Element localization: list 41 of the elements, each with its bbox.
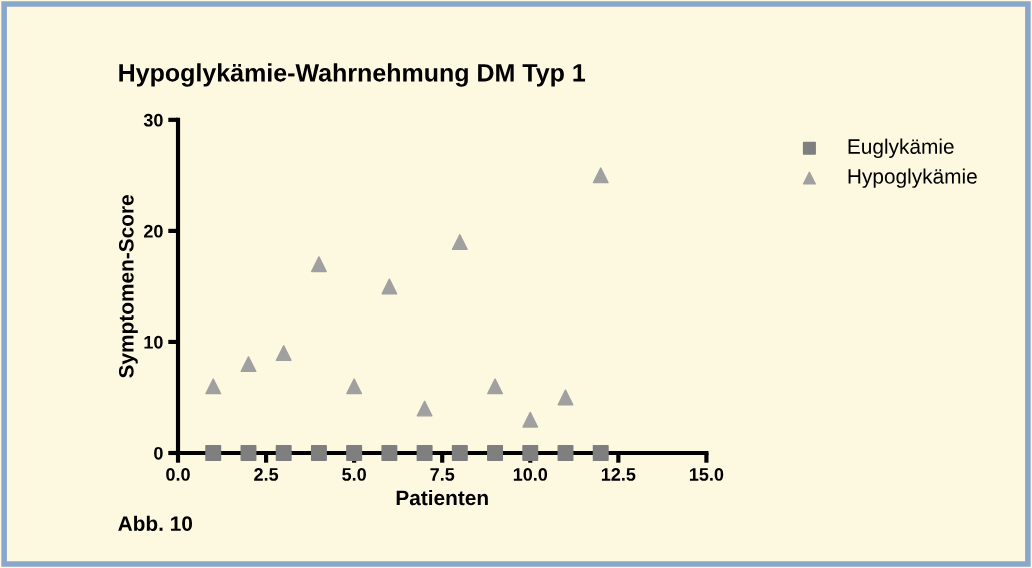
point (416, 400, 433, 417)
x-tick-label: 12.5 (601, 468, 636, 481)
point (451, 234, 468, 250)
caption: Abb. 10 (118, 515, 193, 531)
x-tick-label: 2.5 (254, 468, 279, 481)
point (240, 356, 257, 373)
legend-label: Hypoglykämie (848, 168, 977, 188)
x-axis-title: Patienten (396, 489, 488, 506)
point (240, 445, 257, 461)
point (416, 445, 433, 461)
point (487, 378, 504, 395)
y-tick-label: 10 (144, 335, 163, 349)
point (557, 445, 574, 461)
point (557, 389, 574, 406)
point (592, 167, 609, 184)
x-tick-label: 5.0 (342, 468, 366, 481)
point (346, 445, 363, 461)
point (451, 445, 468, 461)
point (381, 445, 398, 461)
y-tick-label: 20 (143, 224, 163, 238)
point (275, 345, 292, 362)
y-tick-label: 0 (154, 446, 163, 460)
x-tick-label: 15.0 (689, 468, 724, 481)
point (275, 445, 292, 461)
x-tick-label: 7.5 (430, 468, 455, 481)
point (487, 445, 504, 461)
point (522, 411, 539, 428)
point (310, 445, 327, 461)
y-tick-label: 30 (143, 113, 163, 127)
legend-label: Euglykämie (848, 138, 954, 159)
point (381, 278, 398, 295)
point (346, 378, 363, 395)
point (592, 445, 609, 461)
chart-title: Hypoglykämie-Wahrnehmung DM Typ 1 (119, 63, 586, 87)
y-axis-title: Symptomen-Score (118, 195, 138, 378)
point (205, 445, 222, 461)
x-tick-label: 0.0 (166, 468, 190, 481)
point (205, 378, 222, 395)
point (522, 445, 539, 461)
point (310, 256, 327, 273)
x-tick-label: 10.0 (513, 468, 548, 481)
